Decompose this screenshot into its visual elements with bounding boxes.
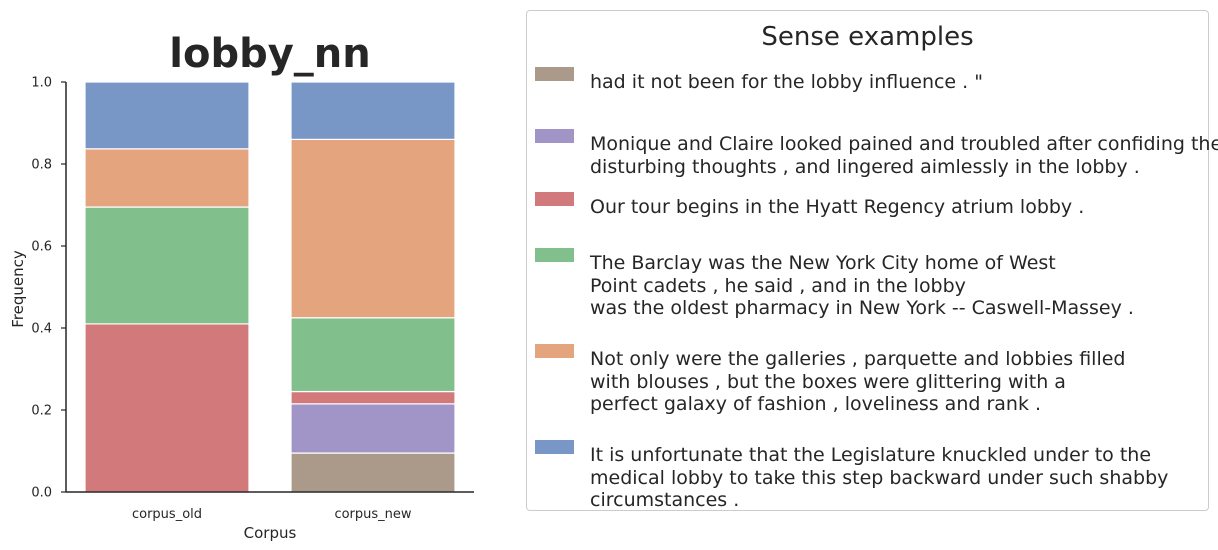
bar-segment-corpus_old-2 <box>84 323 250 493</box>
bar-segment-corpus_old-4 <box>84 148 250 208</box>
legend-label: Not only were the galleries , parquette … <box>590 348 1126 415</box>
bar-segment-corpus_old-3 <box>84 206 250 325</box>
bar-segment-corpus_new-3 <box>290 317 456 393</box>
y-axis: 0.0 0.2 0.4 0.6 0.8 1.0 <box>31 76 67 501</box>
y-axis-label: Frequency <box>9 250 27 328</box>
legend: Sense examples had it not been for the l… <box>526 10 1218 511</box>
x-tick-label-corpus_new: corpus_new <box>334 507 411 522</box>
y-tick-label: 0.8 <box>31 158 52 173</box>
y-tick-label: 0.4 <box>31 322 52 337</box>
legend-label: Monique and Claire looked pained and tro… <box>590 133 1218 178</box>
bar-segment-corpus_new-2 <box>290 390 456 405</box>
bar-segment-corpus_new-5 <box>290 81 456 141</box>
bar-segment-corpus_new-0 <box>290 452 456 493</box>
y-tick-label: 1.0 <box>31 76 52 91</box>
bar-segment-corpus_old-5 <box>84 81 250 150</box>
bars-layer <box>84 81 456 493</box>
x-axis-label: Corpus <box>244 524 297 542</box>
legend-swatch <box>535 248 574 262</box>
stacked-bar-chart: lobby_nn 0.00.20.40.60.81.0 corpus_old co… <box>9 31 474 542</box>
legend-swatch <box>535 67 574 81</box>
legend-label: Our tour begins in the Hyatt Regency atr… <box>590 196 1085 218</box>
legend-swatch <box>535 129 574 143</box>
y-tick-label: 0.0 <box>31 486 52 501</box>
legend-swatch <box>535 192 574 206</box>
chart-title: lobby_nn <box>169 31 370 77</box>
bar-segment-corpus_new-4 <box>290 138 456 319</box>
legend-label: It is unfortunate that the Legislature k… <box>590 444 1169 511</box>
legend-swatch <box>535 440 574 454</box>
legend-title: Sense examples <box>761 22 974 52</box>
y-tick-label: 0.2 <box>31 404 52 419</box>
y-tick-label: 0.6 <box>31 240 52 255</box>
legend-swatch <box>535 344 574 358</box>
x-axis: corpus_old corpus_new <box>66 491 474 522</box>
legend-label: The Barclay was the New York City home o… <box>590 252 1134 319</box>
x-tick-label-corpus_old: corpus_old <box>132 507 202 522</box>
bar-segment-corpus_new-1 <box>290 403 456 454</box>
legend-label: had it not been for the lobby influence … <box>590 71 983 93</box>
